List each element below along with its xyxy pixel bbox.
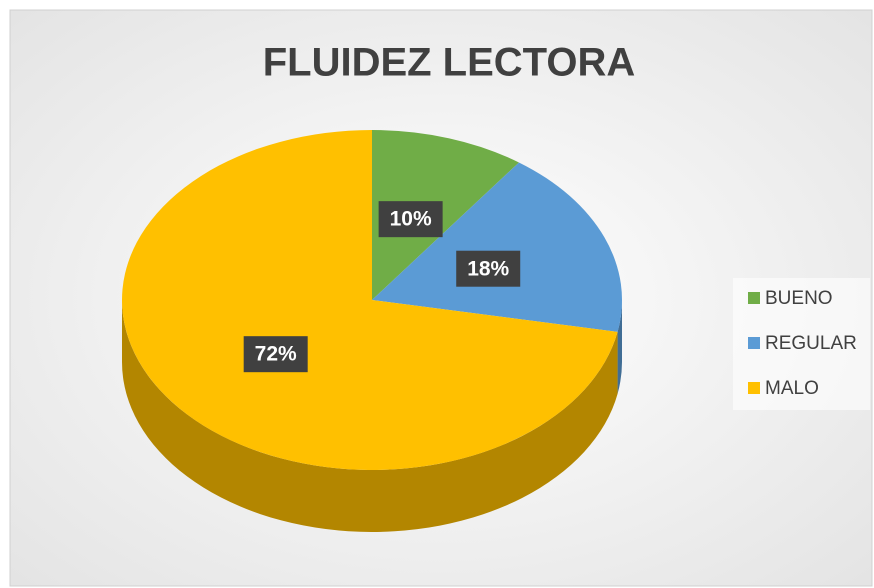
slice-side <box>617 300 622 394</box>
slice <box>122 130 618 470</box>
chart-title: FLUIDEZ LECTORA <box>263 41 636 85</box>
legend-swatch <box>748 292 760 304</box>
data-label: 10% <box>390 208 432 231</box>
legend-label: REGULAR <box>765 333 857 354</box>
data-label: 18% <box>467 257 509 280</box>
data-label: 72% <box>255 343 297 366</box>
slice <box>372 162 623 332</box>
data-label-box <box>378 201 443 238</box>
legend-label: BUENO <box>765 288 833 309</box>
slice <box>372 130 519 300</box>
slice-side <box>122 300 618 533</box>
data-label-box <box>456 250 521 287</box>
legend-swatch <box>748 382 760 394</box>
legend-swatch <box>748 337 760 349</box>
legend-label: MALO <box>765 378 819 399</box>
data-label-box <box>243 336 308 373</box>
